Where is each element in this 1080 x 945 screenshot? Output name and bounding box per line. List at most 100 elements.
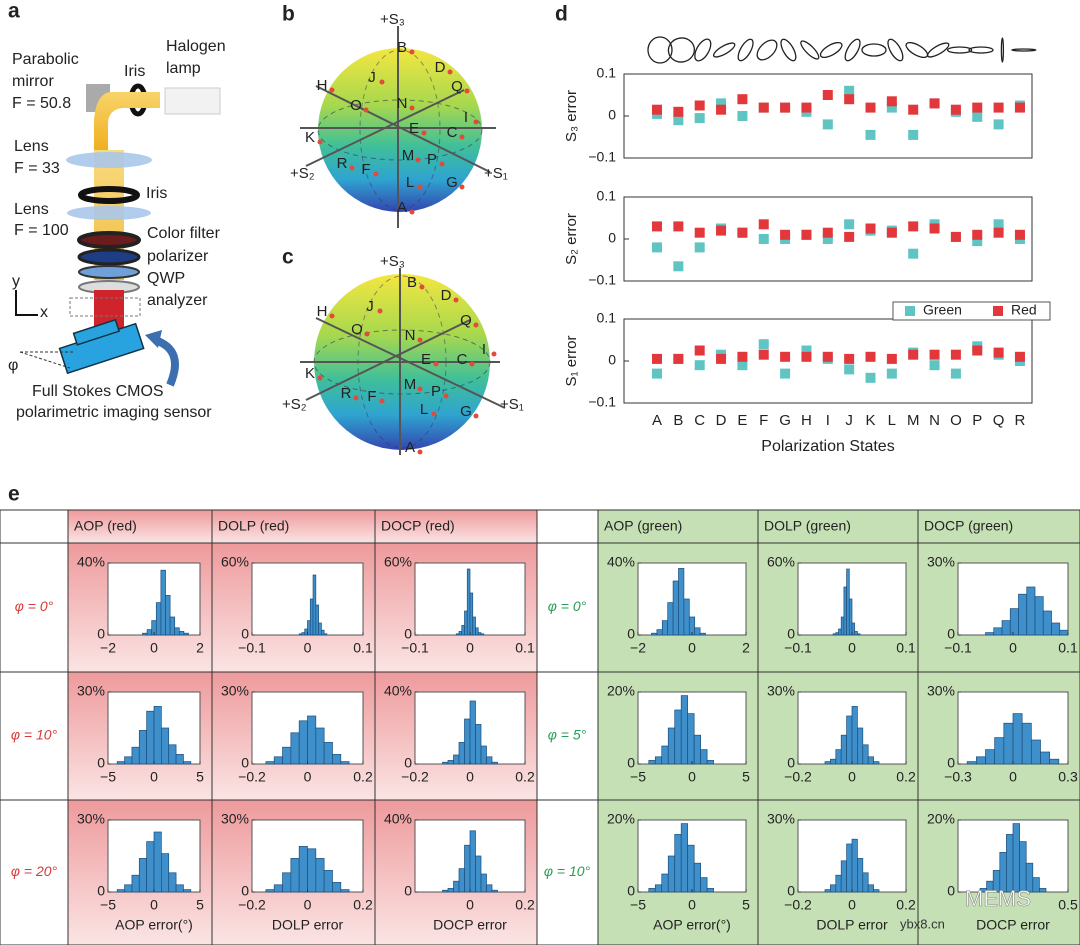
point: [737, 351, 748, 362]
y-tick-label: 20%: [927, 811, 955, 827]
y-tick-label: 0: [787, 883, 795, 899]
bar: [318, 622, 322, 636]
bar: [672, 580, 679, 636]
x-tick-label: −2: [630, 640, 646, 656]
point: [652, 353, 662, 364]
column-header: AOP (green): [604, 518, 682, 534]
bar: [1032, 877, 1040, 893]
bar: [661, 873, 669, 893]
y-tick-label: 20%: [607, 683, 635, 699]
state-label: C: [457, 351, 468, 368]
bar: [656, 629, 663, 636]
bar: [1051, 622, 1061, 636]
point: [844, 231, 855, 242]
point: [652, 242, 662, 253]
y-tick-label: 30%: [221, 811, 249, 827]
state-dot: [409, 49, 415, 55]
state-dot: [417, 337, 423, 343]
bar: [183, 889, 192, 893]
x-tick-label: −5: [100, 897, 116, 913]
bar: [1019, 841, 1027, 893]
bar: [155, 602, 162, 636]
bar: [273, 884, 283, 893]
x-tick-label: 0.1: [353, 640, 373, 656]
bar: [169, 616, 176, 636]
state-dot: [473, 119, 479, 125]
state-dot: [317, 375, 323, 381]
x-tick-label: 0.3: [1058, 769, 1078, 785]
y-tick-label: 0: [627, 883, 635, 899]
bar: [466, 568, 471, 636]
y-tick-label: −0.1: [588, 272, 616, 288]
state-label: L: [406, 174, 414, 191]
state-label: L: [420, 401, 428, 418]
point: [737, 94, 748, 105]
bar: [453, 754, 460, 765]
bar: [298, 633, 303, 636]
bar: [1034, 596, 1044, 636]
setup-drawing: [15, 83, 221, 387]
bar: [458, 631, 463, 636]
x-tick-label: −0.1: [944, 640, 972, 656]
state-label: N: [405, 327, 416, 344]
bar: [486, 756, 493, 765]
bar: [846, 843, 853, 893]
bar: [168, 744, 177, 765]
y-axis-label: S₃ error: [563, 90, 580, 142]
bar: [1012, 713, 1023, 765]
bar: [309, 598, 314, 636]
bar: [854, 631, 858, 636]
y-tick-label: 0: [608, 230, 616, 246]
x-tick-label: 5: [196, 769, 204, 785]
bar: [654, 756, 663, 765]
bar: [648, 760, 656, 765]
bar: [867, 884, 874, 893]
x-tick-label: 0: [688, 640, 696, 656]
point: [865, 372, 876, 383]
setup-label: F = 100: [14, 222, 69, 239]
state-dot: [417, 449, 423, 455]
setup-label: Lens: [14, 201, 49, 218]
setup-label: F = 50.8: [12, 95, 71, 112]
y-tick-label: 0: [404, 883, 412, 899]
point: [673, 221, 684, 232]
point: [1014, 351, 1025, 362]
x-tick-label: 0.2: [896, 897, 916, 913]
point: [822, 351, 833, 362]
point: [652, 368, 662, 379]
sphere-c: [300, 268, 506, 455]
x-tick-label: 0: [1009, 640, 1017, 656]
bar: [680, 695, 689, 765]
y-tick-label: 60%: [221, 554, 249, 570]
bar: [340, 761, 350, 765]
y-tick-label: 0: [608, 107, 616, 123]
state-label: H: [317, 303, 328, 320]
point: [972, 111, 983, 122]
state-label: D: [441, 287, 452, 304]
x-tick-label: 0: [688, 897, 696, 913]
polarization-glyph: [737, 38, 754, 62]
bar: [282, 746, 292, 765]
x-tick-label: 0.2: [515, 897, 535, 913]
y-tick-label: 0: [241, 626, 249, 642]
y-tick-label: 30%: [77, 683, 105, 699]
polarization-glyph: [968, 46, 994, 54]
y-tick-label: −0.1: [588, 149, 616, 165]
bar: [1018, 593, 1028, 636]
y-tick-label: 0: [97, 883, 105, 899]
axis-label: +S₃: [380, 253, 405, 270]
x-tick-label: 0: [150, 769, 158, 785]
y-tick-label: 0.1: [597, 310, 617, 326]
state-dot: [447, 69, 453, 75]
state-dot: [473, 413, 479, 419]
setup-label: QWP: [147, 270, 185, 287]
setup-label: φ: [8, 357, 18, 374]
point: [886, 227, 897, 238]
bar: [315, 604, 319, 636]
point: [652, 104, 662, 115]
setup-label: Iris: [146, 185, 167, 202]
bar: [867, 756, 874, 765]
point: [673, 106, 684, 117]
bar: [840, 734, 847, 765]
x-tick-label: 0: [848, 640, 856, 656]
